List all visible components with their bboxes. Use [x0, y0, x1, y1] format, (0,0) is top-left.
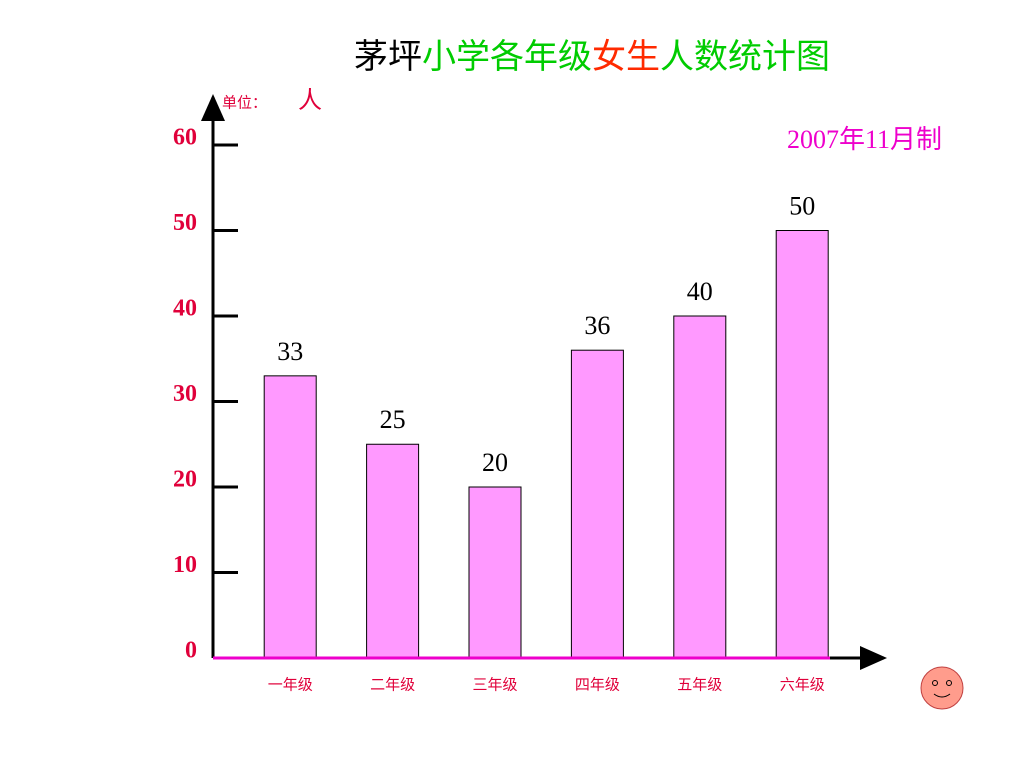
x-tick-label: 二年级	[370, 676, 415, 694]
value-label: 36	[584, 311, 610, 340]
value-label: 20	[482, 448, 508, 477]
bar	[570, 349, 624, 659]
y-tick-label: 0	[185, 638, 197, 664]
x-tick-label: 六年级	[780, 676, 825, 694]
x-tick-label: 三年级	[472, 676, 517, 694]
plot: 0 10 20 30 40 50 60 33 一年级 25 二年级 20 三年级 36 四年级 40 五年级 50…	[173, 125, 829, 694]
note: 2007年11月制	[787, 125, 942, 154]
value-label: 33	[277, 337, 303, 366]
y-tick-label: 10	[173, 552, 197, 578]
title-part: 小学各年级	[422, 37, 592, 77]
x-tick-label: 五年级	[677, 676, 722, 694]
unit: 人	[298, 86, 322, 114]
title-part: 女生	[592, 37, 660, 77]
x-tick-label: 四年级	[575, 676, 620, 694]
bar	[673, 315, 727, 659]
bar	[366, 443, 420, 659]
bar	[775, 230, 829, 659]
y-tick-label: 40	[173, 296, 197, 322]
y-tick-label: 60	[173, 125, 197, 151]
value-label: 25	[380, 405, 406, 434]
y-tick-label: 30	[173, 381, 197, 407]
y-tick-label: 20	[173, 467, 197, 493]
title-part: 人数统计图	[660, 37, 830, 77]
value-label: 40	[687, 277, 713, 306]
unit-label: 单位：	[222, 94, 267, 112]
chart-title: 茅坪小学各年级女生人数统计图	[354, 37, 830, 77]
value-label: 50	[789, 191, 815, 220]
y-tick-label: 50	[173, 210, 197, 236]
x-tick-label: 一年级	[268, 676, 313, 694]
bar	[468, 486, 522, 659]
smiley	[920, 666, 964, 710]
bar	[263, 375, 317, 659]
title-part: 茅坪	[354, 37, 422, 77]
